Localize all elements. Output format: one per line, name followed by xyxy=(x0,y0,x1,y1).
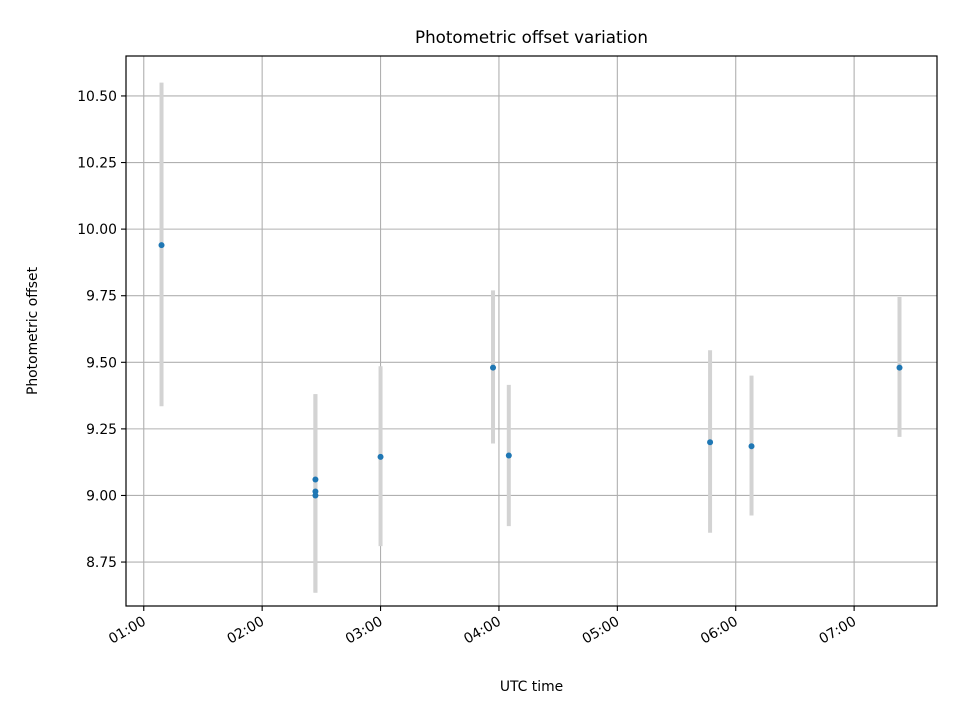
data-point xyxy=(707,439,714,446)
data-point xyxy=(490,364,497,371)
y-tick-label: 9.50 xyxy=(86,355,117,371)
y-tick-layer: 8.75 9.00 9.25 9.50 9.75 10.00 10.25 10.50 xyxy=(77,89,126,571)
x-tick-label: 02:00 xyxy=(224,614,267,648)
x-tick-label: 05:00 xyxy=(580,614,623,648)
data-point xyxy=(312,492,319,499)
data-point xyxy=(158,242,165,249)
y-tick-label: 8.75 xyxy=(86,555,117,571)
data-point xyxy=(505,452,512,459)
y-tick-label: 9.75 xyxy=(86,289,117,305)
grid-layer xyxy=(126,56,937,606)
data-point xyxy=(748,443,755,450)
x-axis-label: UTC time xyxy=(500,679,563,695)
x-tick-layer: 01:00 02:00 03:00 04:00 05:00 06:00 07:00 xyxy=(106,606,859,647)
y-tick-label: 10.00 xyxy=(77,222,117,238)
x-tick-label: 06:00 xyxy=(698,614,741,648)
data-point xyxy=(377,453,384,460)
chart-title: Photometric offset variation xyxy=(415,27,648,47)
y-tick-label: 9.25 xyxy=(86,422,117,438)
x-tick-label: 07:00 xyxy=(816,614,859,648)
point-layer xyxy=(158,242,903,499)
data-point xyxy=(896,364,903,371)
y-tick-label: 10.25 xyxy=(77,156,117,172)
errorbar-layer xyxy=(159,82,902,593)
x-tick-label: 03:00 xyxy=(343,614,386,648)
y-axis-label: Photometric offset xyxy=(25,266,41,395)
x-tick-label: 04:00 xyxy=(461,614,504,648)
y-tick-label: 10.50 xyxy=(77,89,117,105)
x-tick-label: 01:00 xyxy=(106,614,149,648)
plot-frame xyxy=(125,55,938,607)
y-tick-label: 9.00 xyxy=(86,488,117,504)
data-point xyxy=(312,476,319,483)
